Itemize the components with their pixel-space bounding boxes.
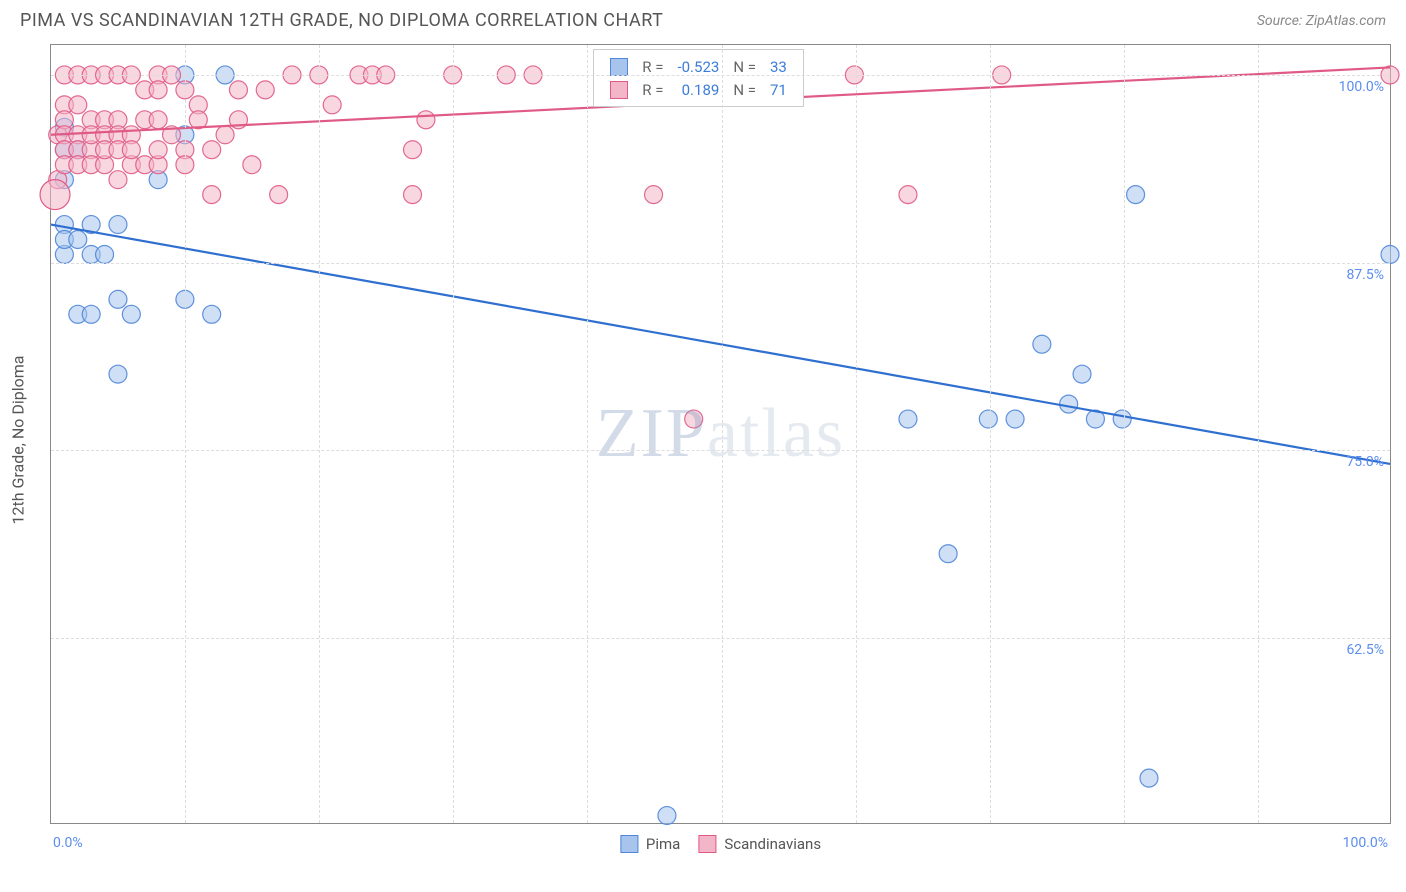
legend-item: Pima — [620, 835, 680, 853]
scatter-point — [1127, 186, 1145, 204]
scatter-point — [417, 111, 435, 129]
scatter-point — [899, 410, 917, 428]
y-tick-label: 100.0% — [1339, 79, 1384, 95]
scatter-point — [96, 245, 114, 263]
chart-plot-area: ZIPatlas R =-0.523N =33R =0.189N =71 62.… — [50, 44, 1391, 824]
scatter-point — [203, 186, 221, 204]
scatter-point — [1033, 335, 1051, 353]
scatter-point — [685, 410, 703, 428]
scatter-point — [149, 141, 167, 159]
scatter-point — [1073, 365, 1091, 383]
legend-row: R =-0.523N =33 — [604, 56, 793, 77]
gridline-vertical — [185, 45, 186, 823]
scatter-svg — [51, 45, 1390, 823]
scatter-point — [1381, 245, 1399, 263]
legend-swatch — [698, 835, 716, 853]
scatter-point — [899, 186, 917, 204]
scatter-point — [323, 96, 341, 114]
y-tick-label: 75.0% — [1346, 454, 1384, 470]
scatter-point — [216, 126, 234, 144]
scatter-point — [69, 231, 87, 249]
gridline-vertical — [587, 45, 588, 823]
scatter-point — [69, 96, 87, 114]
gridline-vertical — [1258, 45, 1259, 823]
gridline-vertical — [990, 45, 991, 823]
y-axis-label: 12th Grade, No Diploma — [9, 356, 28, 525]
scatter-point — [243, 156, 261, 174]
source-attribution: Source: ZipAtlas.com — [1257, 13, 1386, 29]
scatter-point — [939, 545, 957, 563]
scatter-point — [109, 365, 127, 383]
scatter-point — [1140, 769, 1158, 787]
legend-n-value: 71 — [764, 79, 793, 100]
scatter-point — [82, 305, 100, 323]
legend-r-label: R = — [636, 79, 669, 100]
legend-r-value: 0.189 — [671, 79, 725, 100]
scatter-point — [122, 141, 140, 159]
y-tick-label: 62.5% — [1346, 642, 1384, 658]
scatter-point — [979, 410, 997, 428]
legend-swatch — [610, 81, 628, 99]
legend-n-label: N = — [727, 79, 762, 100]
gridline-vertical — [856, 45, 857, 823]
scatter-point — [40, 180, 70, 210]
y-tick-label: 87.5% — [1346, 267, 1384, 283]
scatter-point — [149, 81, 167, 99]
scatter-point — [203, 141, 221, 159]
scatter-point — [645, 186, 663, 204]
scatter-point — [109, 290, 127, 308]
scatter-point — [256, 81, 274, 99]
legend-r-value: -0.523 — [671, 56, 725, 77]
gridline-vertical — [1124, 45, 1125, 823]
scatter-point — [404, 186, 422, 204]
scatter-point — [1113, 410, 1131, 428]
gridline-vertical — [319, 45, 320, 823]
scatter-point — [109, 216, 127, 234]
gridline-horizontal — [51, 75, 1390, 76]
gridline-vertical — [453, 45, 454, 823]
x-tick-label: 0.0% — [53, 835, 83, 851]
scatter-point — [122, 305, 140, 323]
scatter-point — [229, 81, 247, 99]
legend-item: Scandinavians — [698, 835, 821, 853]
scatter-point — [270, 186, 288, 204]
legend-bottom: Pima Scandinavians — [620, 835, 821, 853]
legend-swatch — [620, 835, 638, 853]
scatter-point — [109, 171, 127, 189]
legend-label: Pima — [646, 835, 680, 853]
scatter-point — [1006, 410, 1024, 428]
gridline-horizontal — [51, 263, 1390, 264]
x-tick-label: 100.0% — [1343, 835, 1388, 851]
gridline-vertical — [722, 45, 723, 823]
scatter-point — [404, 141, 422, 159]
gridline-horizontal — [51, 450, 1390, 451]
legend-n-label: N = — [727, 56, 762, 77]
legend-r-label: R = — [636, 56, 669, 77]
header: PIMA VS SCANDINAVIAN 12TH GRADE, NO DIPL… — [0, 0, 1406, 39]
legend-correlation-box: R =-0.523N =33R =0.189N =71 — [593, 49, 804, 107]
scatter-point — [1060, 395, 1078, 413]
scatter-point — [658, 807, 676, 825]
scatter-point — [203, 305, 221, 323]
gridline-horizontal — [51, 638, 1390, 639]
legend-n-value: 33 — [764, 56, 793, 77]
scatter-point — [149, 111, 167, 129]
legend-row: R =0.189N =71 — [604, 79, 793, 100]
chart-title: PIMA VS SCANDINAVIAN 12TH GRADE, NO DIPL… — [20, 10, 663, 31]
trend-line — [51, 225, 1390, 464]
legend-label: Scandinavians — [724, 835, 821, 853]
legend-swatch — [610, 58, 628, 76]
